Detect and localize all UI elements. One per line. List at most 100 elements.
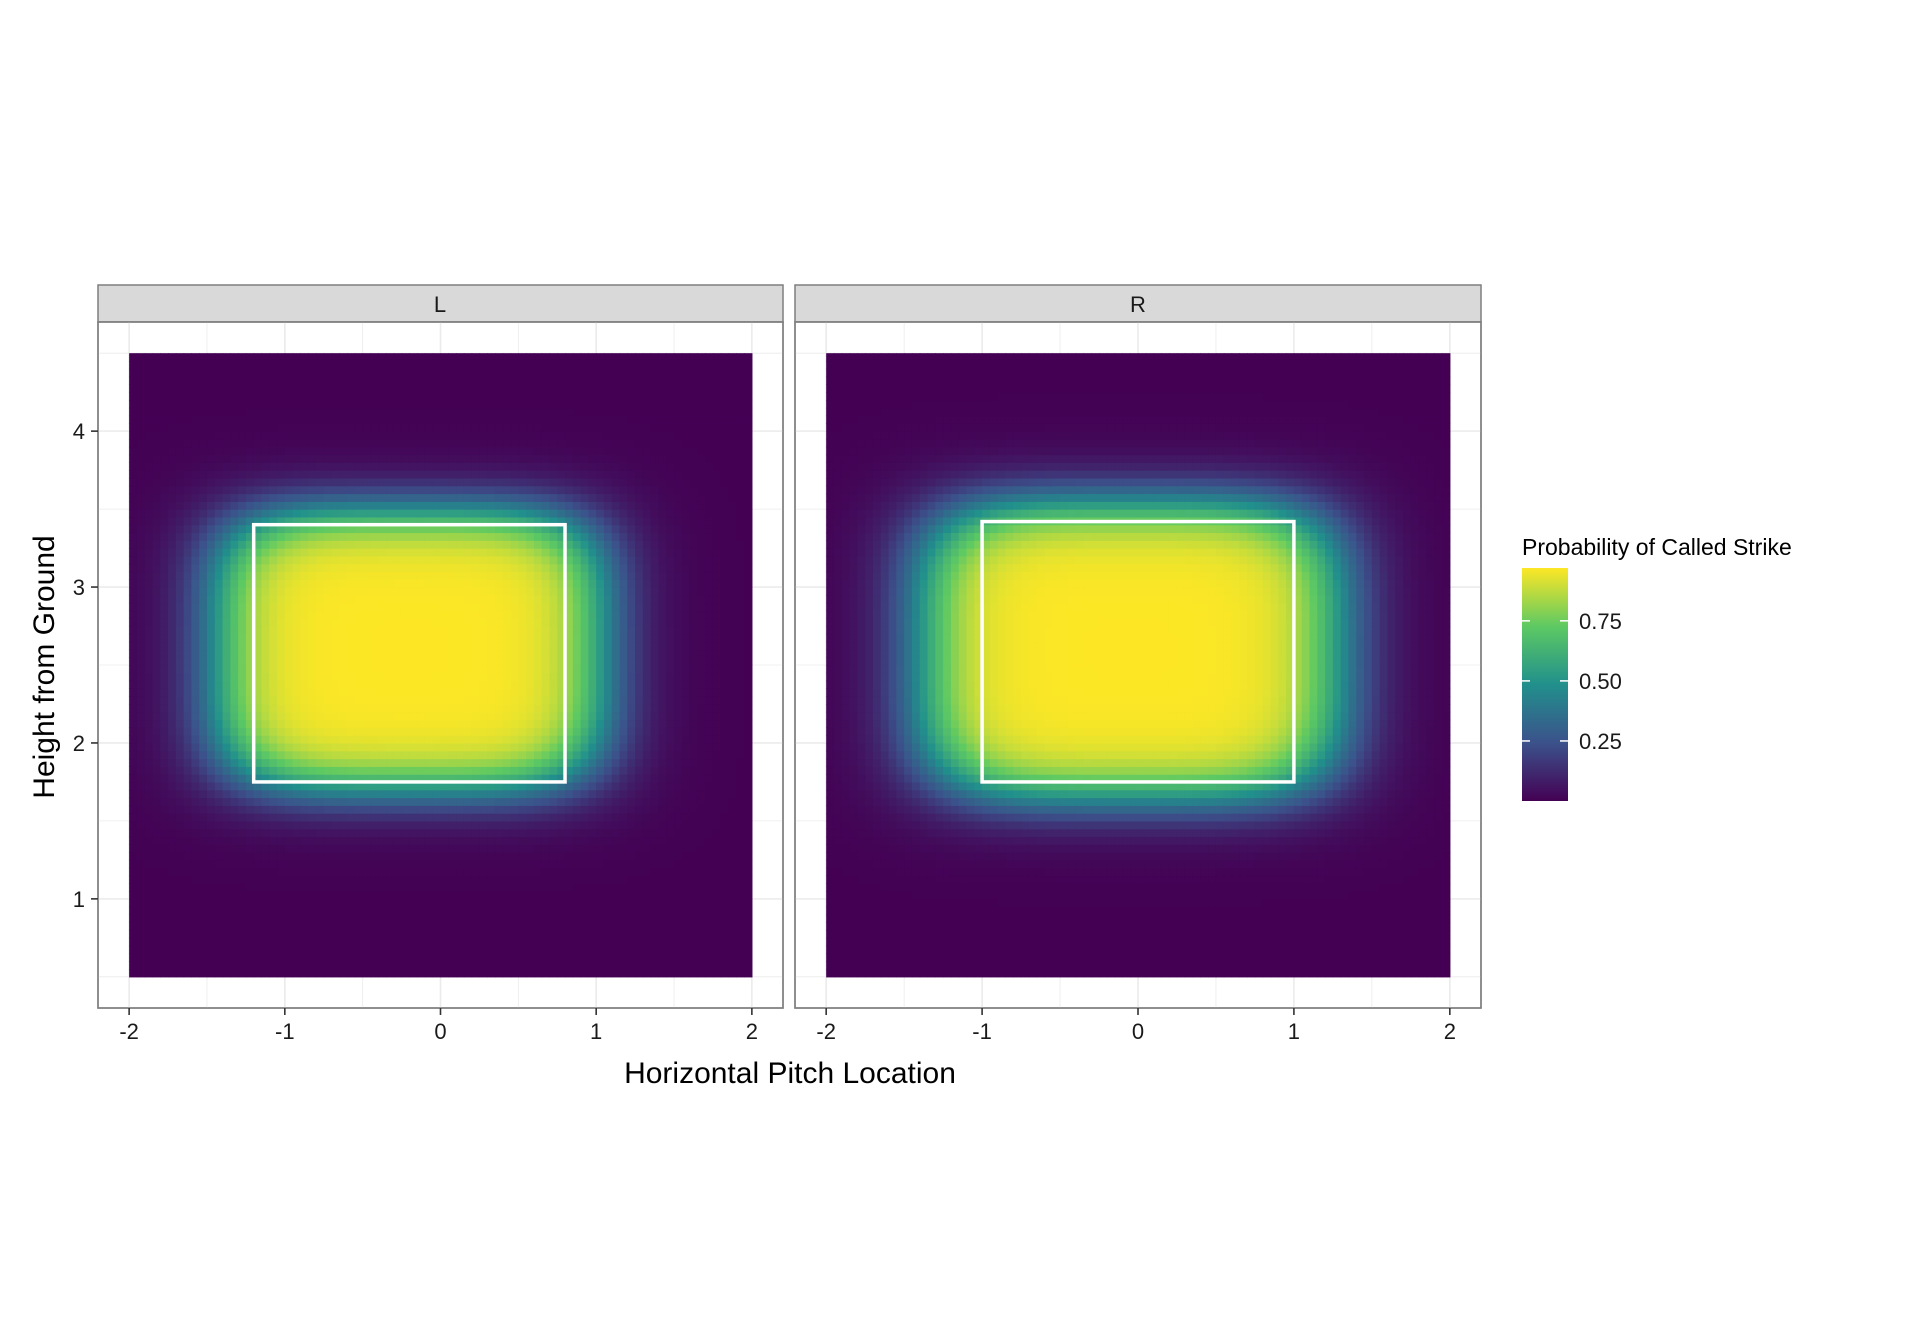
heat-tile xyxy=(199,602,208,612)
heat-tile xyxy=(386,914,395,923)
heat-tile xyxy=(549,828,558,838)
heat-tile xyxy=(129,626,138,635)
heat-tile xyxy=(214,742,224,752)
heat-tile xyxy=(175,501,185,510)
heat-tile xyxy=(315,594,325,604)
heat-tile xyxy=(175,470,185,479)
heat-tile xyxy=(510,781,519,791)
heat-tile xyxy=(168,828,177,838)
heat-tile xyxy=(370,407,379,417)
heat-tile xyxy=(401,711,410,721)
heat-tile xyxy=(541,579,551,588)
heat-tile xyxy=(222,680,231,689)
heat-tile xyxy=(183,524,193,534)
heat-tile xyxy=(580,789,589,799)
heat-tile xyxy=(191,922,200,931)
heat-tile xyxy=(557,360,566,370)
heat-tile xyxy=(199,633,208,643)
heat-tile xyxy=(370,680,379,689)
heat-tile xyxy=(378,883,387,892)
heat-tile xyxy=(129,384,138,393)
heat-tile xyxy=(370,555,379,565)
heat-tile xyxy=(175,548,185,557)
heat-tile xyxy=(253,649,263,658)
heat-tile xyxy=(417,618,426,627)
heat-tile xyxy=(510,438,519,448)
heat-tile xyxy=(292,610,301,619)
heat-tile xyxy=(347,438,356,448)
heat-tile xyxy=(393,711,403,721)
heat-tile xyxy=(526,867,535,877)
heat-tile xyxy=(603,446,613,456)
heat-tile xyxy=(502,368,512,378)
heat-tile xyxy=(448,415,457,424)
heat-tile xyxy=(378,587,387,596)
heat-tile xyxy=(308,407,317,417)
heat-tile xyxy=(222,883,231,892)
heat-tile xyxy=(168,657,177,666)
heat-tile xyxy=(284,392,294,401)
heat-tile xyxy=(502,501,512,510)
heat-tile xyxy=(471,649,481,658)
heat-tile xyxy=(238,789,247,799)
heat-tile xyxy=(432,719,442,728)
heat-tile xyxy=(300,540,309,549)
heat-tile xyxy=(238,836,247,845)
heat-tile xyxy=(253,493,263,502)
heat-tile xyxy=(502,462,512,471)
heat-tile xyxy=(494,891,504,900)
heat-tile xyxy=(331,875,340,884)
heat-tile xyxy=(424,688,434,697)
heat-tile xyxy=(533,875,543,884)
heat-tile xyxy=(222,555,231,565)
heat-tile xyxy=(487,454,496,463)
heat-tile xyxy=(238,719,247,728)
heat-tile xyxy=(323,446,333,456)
heat-tile xyxy=(440,891,449,900)
heat-tile xyxy=(596,750,605,760)
heat-tile xyxy=(160,797,169,806)
heat-tile xyxy=(370,509,379,518)
heat-tile xyxy=(230,883,239,892)
heat-tile xyxy=(362,626,372,635)
heat-tile xyxy=(160,891,169,900)
heat-tile xyxy=(533,813,543,822)
heat-tile xyxy=(494,875,504,884)
heat-tile xyxy=(603,696,613,705)
heat-tile xyxy=(253,555,263,565)
heat-tile xyxy=(533,766,543,775)
heat-tile xyxy=(339,618,348,627)
heat-tile xyxy=(222,828,231,838)
heat-tile xyxy=(463,571,473,580)
heat-tile xyxy=(479,703,488,713)
heat-tile xyxy=(238,875,247,884)
heat-tile xyxy=(308,813,317,822)
heat-tile xyxy=(245,384,255,393)
heat-tile xyxy=(603,875,613,884)
heat-tile xyxy=(222,750,231,760)
heat-tile xyxy=(323,353,333,362)
heat-tile xyxy=(417,719,426,728)
heat-tile xyxy=(129,922,138,931)
heat-tile xyxy=(339,602,348,612)
heat-tile xyxy=(175,703,185,713)
heat-tile xyxy=(557,368,566,378)
heat-tile xyxy=(292,891,301,900)
heat-tile xyxy=(565,665,574,674)
heat-tile xyxy=(572,820,582,830)
heat-tile xyxy=(572,688,582,697)
heat-tile xyxy=(588,454,597,463)
heat-tile xyxy=(323,898,333,908)
heat-tile xyxy=(315,399,325,409)
heat-tile xyxy=(354,774,364,783)
heat-tile xyxy=(448,407,457,417)
heat-tile xyxy=(238,774,247,783)
heat-tile xyxy=(144,431,154,440)
heat-tile xyxy=(277,867,286,877)
heat-tile xyxy=(136,867,146,877)
heat-tile xyxy=(518,820,527,830)
heat-tile xyxy=(308,477,317,487)
heat-tile xyxy=(160,883,169,892)
heat-tile xyxy=(277,555,286,565)
heat-tile xyxy=(611,891,621,900)
